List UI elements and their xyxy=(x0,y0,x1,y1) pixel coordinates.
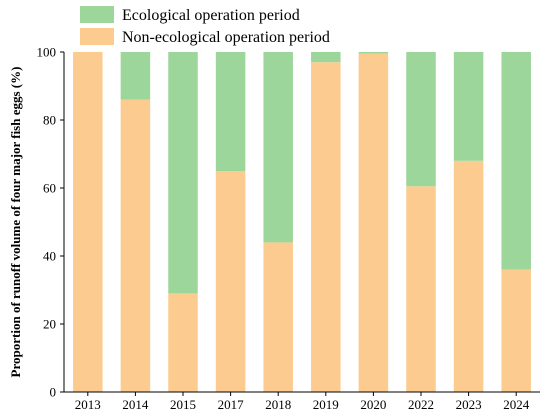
bar-non-ecological-2017 xyxy=(215,171,246,392)
x-tick-label: 2019 xyxy=(313,397,339,412)
bar-non-ecological-2018 xyxy=(263,242,293,392)
x-tick-label: 2024 xyxy=(503,397,530,412)
x-tick-label: 2013 xyxy=(75,397,101,412)
bar-non-ecological-2014 xyxy=(120,99,151,392)
bar-non-ecological-2013 xyxy=(73,52,103,392)
bar-non-ecological-2020 xyxy=(358,53,389,392)
bar-ecological-2022 xyxy=(406,52,436,187)
y-tick-label: 40 xyxy=(43,249,56,264)
bar-ecological-2023 xyxy=(453,52,484,161)
bar-ecological-2020 xyxy=(358,52,389,54)
y-tick-label: 60 xyxy=(43,181,56,196)
x-tick-label: 2022 xyxy=(408,397,434,412)
y-tick-label: 100 xyxy=(37,45,57,60)
bar-ecological-2017 xyxy=(215,52,246,171)
y-tick-label: 0 xyxy=(50,385,57,400)
x-tick-label: 2018 xyxy=(265,397,291,412)
y-axis: 0 20 40 60 80 100 xyxy=(37,45,64,400)
bar-non-ecological-2015 xyxy=(168,293,198,392)
legend: Ecological operation period Non-ecologic… xyxy=(80,6,330,46)
bar-non-ecological-2024 xyxy=(501,269,531,392)
legend-swatch-ecological xyxy=(80,6,114,23)
x-axis: 2013 2014 2015 2017 2018 2019 2020 2022 2023 2024 xyxy=(75,392,530,412)
bar-ecological-2024 xyxy=(501,52,531,270)
bar-ecological-2018 xyxy=(263,52,293,243)
x-tick-label: 2023 xyxy=(456,397,482,412)
bar-non-ecological-2022 xyxy=(406,186,436,392)
x-tick-label: 2014 xyxy=(122,397,149,412)
x-tick-label: 2015 xyxy=(170,397,196,412)
bars-group xyxy=(73,52,531,392)
y-tick-label: 80 xyxy=(43,113,56,128)
y-axis-title: Proportion of runoff volume of four majo… xyxy=(8,67,23,378)
bar-ecological-2014 xyxy=(120,52,151,100)
bar-non-ecological-2019 xyxy=(311,62,341,392)
x-tick-label: 2017 xyxy=(218,397,245,412)
legend-label-non-ecological: Non-ecological operation period xyxy=(122,29,330,46)
x-tick-label: 2020 xyxy=(360,397,386,412)
legend-label-ecological: Ecological operation period xyxy=(122,7,300,24)
y-tick-label: 20 xyxy=(43,317,56,332)
bar-ecological-2015 xyxy=(168,52,198,294)
legend-swatch-non-ecological xyxy=(80,28,114,45)
bar-non-ecological-2023 xyxy=(453,160,484,392)
bar-ecological-2019 xyxy=(311,52,341,63)
